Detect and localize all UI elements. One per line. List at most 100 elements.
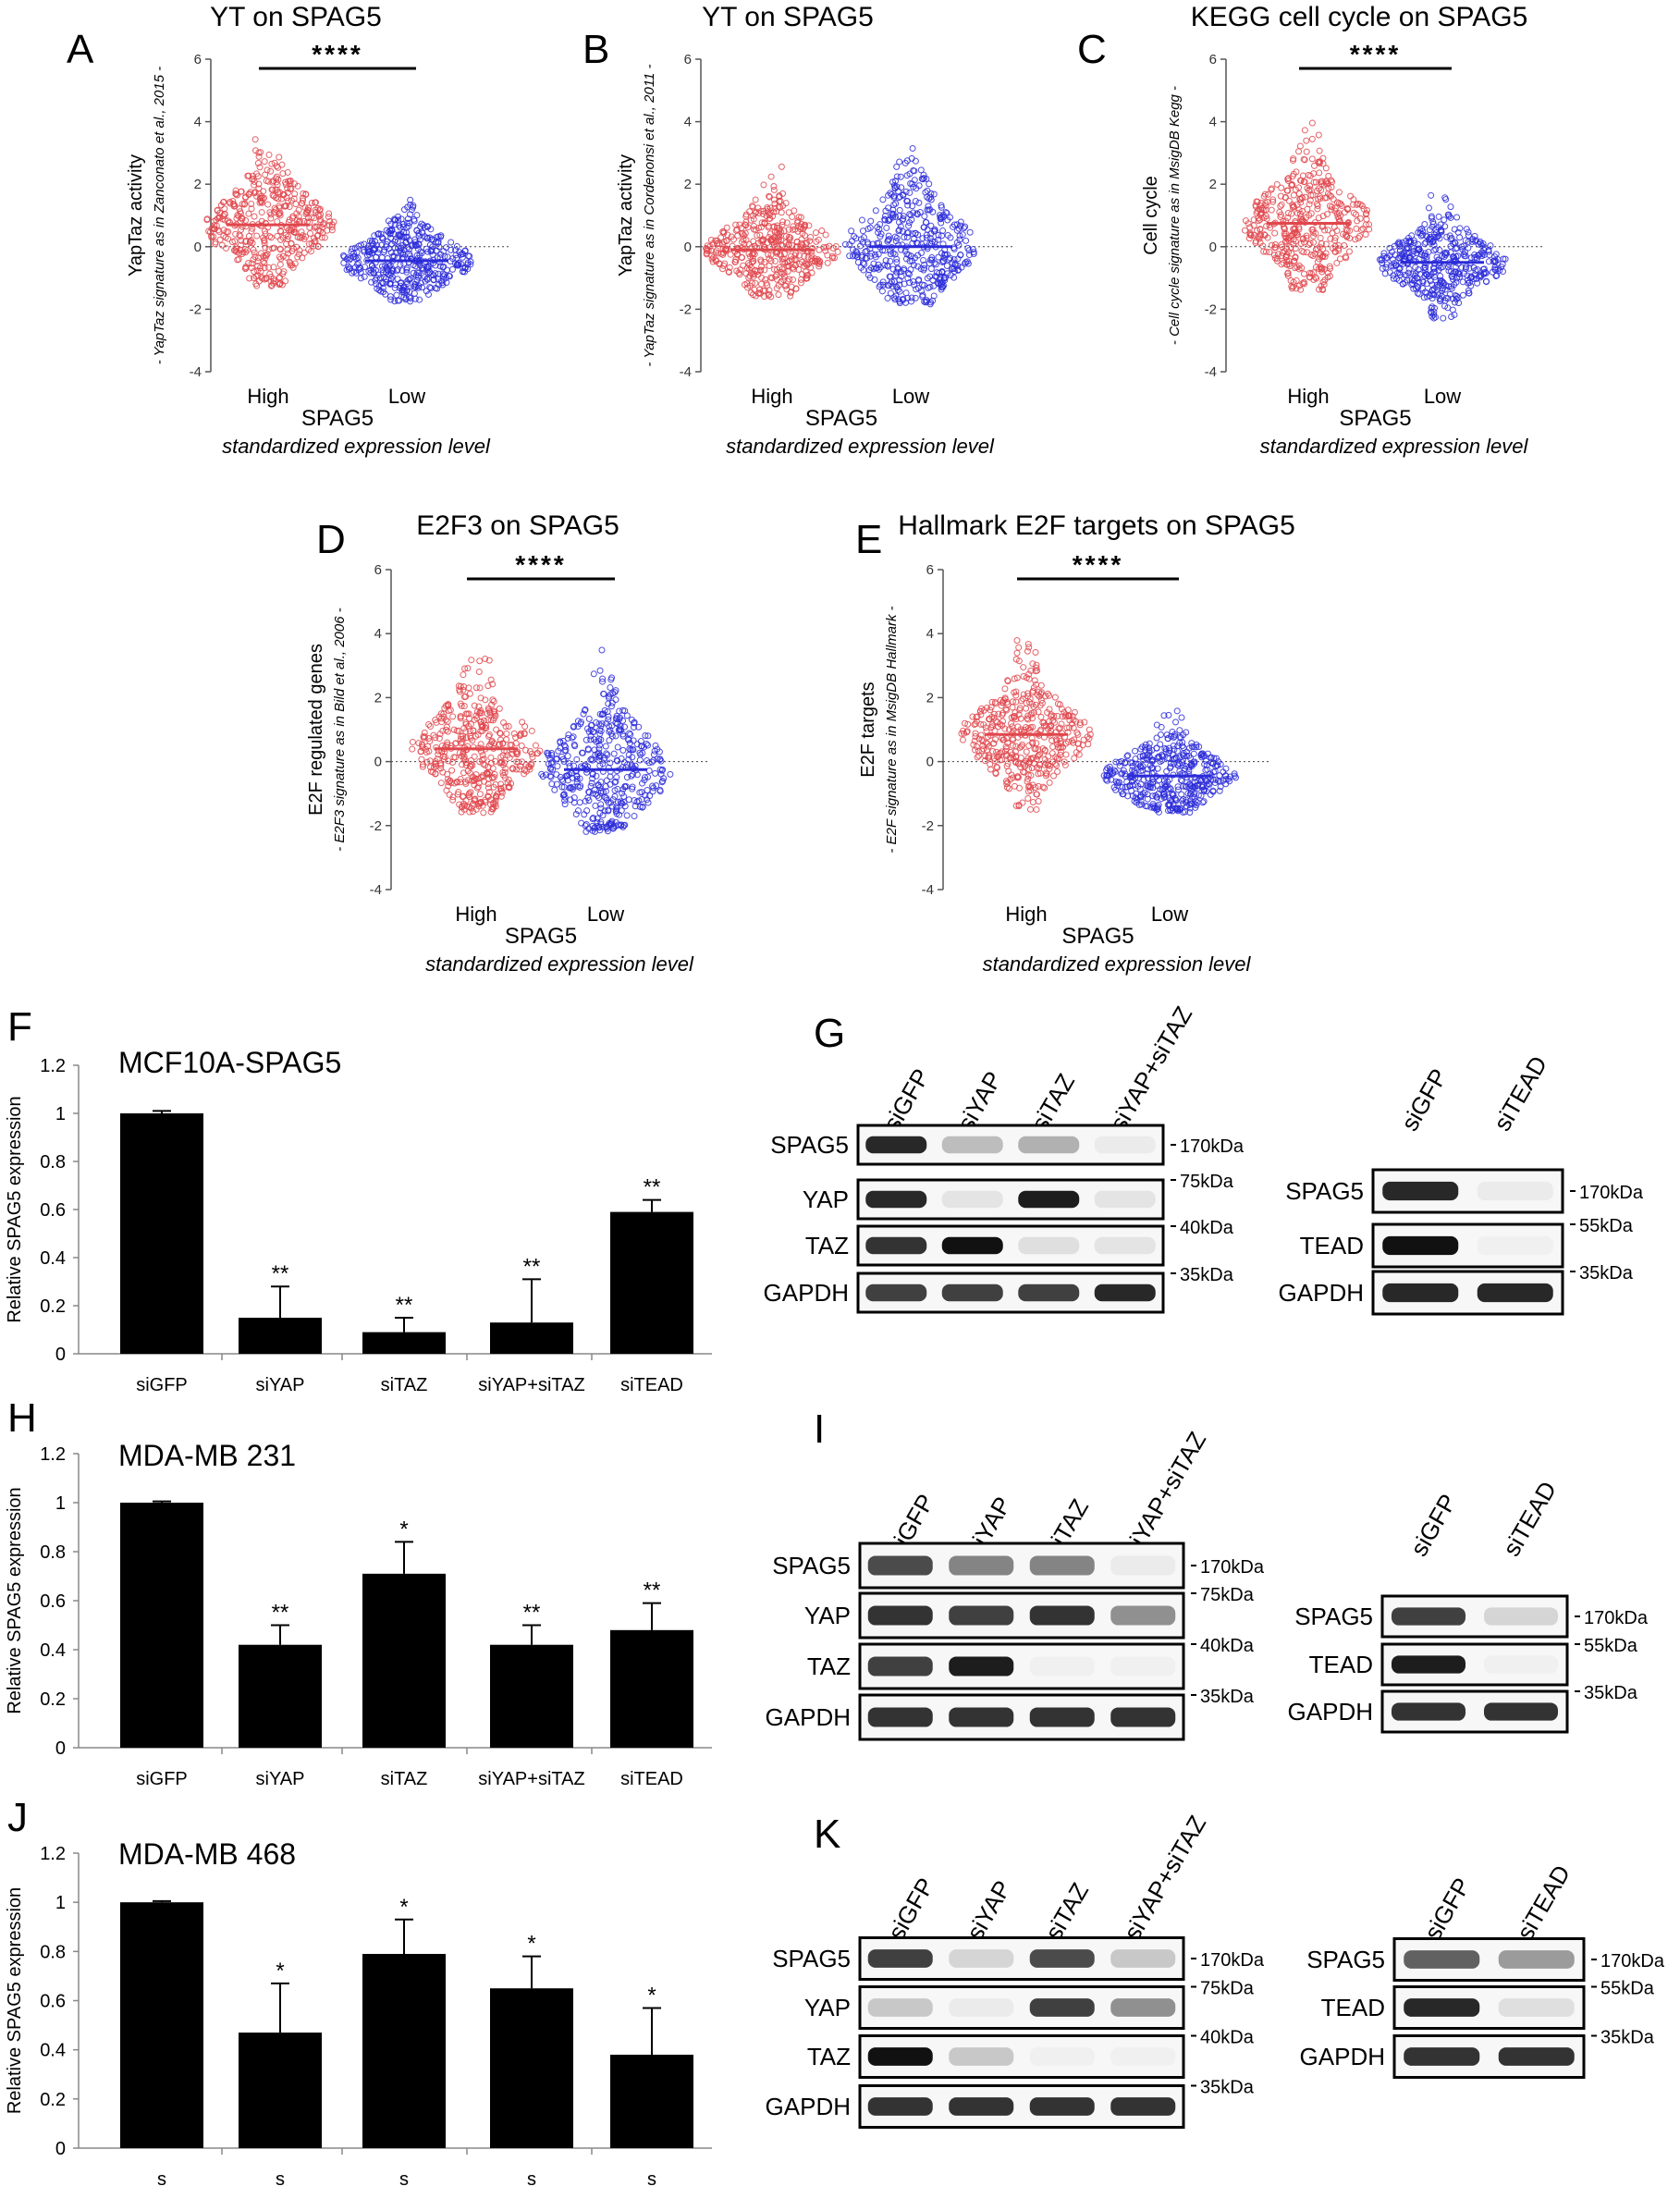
point-high [758,263,766,270]
bar [120,1113,203,1354]
point-low [667,770,674,778]
point-high [445,779,452,786]
point-low [426,234,434,241]
mw-marker: 35kDa [1584,1683,1638,1703]
point-low [1396,264,1404,272]
point-low [926,301,934,308]
point-high [1250,222,1257,229]
point-low [1153,734,1160,742]
point-high [536,747,544,755]
point-high [1366,221,1373,228]
point-low [1447,242,1454,250]
point-high [472,732,480,740]
point-high [497,785,505,792]
point-low [938,250,945,257]
point-high [1035,798,1042,805]
y-tick-label: 4 [1209,115,1217,130]
point-low [906,211,914,218]
point-low [635,723,643,731]
point-high [1277,211,1284,218]
point-low [606,728,613,735]
lane-label: siTEAD [1511,1861,1576,1945]
point-low [910,262,917,269]
point-low [1412,270,1419,277]
point-low [884,282,891,289]
point-high [480,755,487,763]
point-low [919,291,926,299]
point-low [961,260,968,267]
point-low [917,265,925,273]
point-high [765,251,772,258]
panel-letter: F [7,1004,32,1050]
point-low [892,200,900,207]
point-low [886,236,893,243]
point-low [411,289,418,297]
point-high [1292,186,1299,193]
point-high [446,791,453,798]
point-low [892,283,900,290]
point-low [361,273,368,280]
point-high [275,164,282,171]
point-low [1430,241,1438,249]
point-low [385,267,392,275]
point-high [1257,215,1264,223]
point-high [1322,165,1330,172]
blot-band [865,1136,927,1154]
point-high [1352,211,1359,218]
y-tick-label: 6 [926,562,934,578]
point-high [758,274,766,281]
point-high [787,234,794,241]
point-high [1308,119,1316,127]
point-high [1267,224,1274,231]
point-low [1429,237,1437,244]
point-high [788,256,795,264]
point-high [276,154,283,161]
point-high [807,234,815,241]
point-low [384,266,391,274]
point-high [443,723,450,731]
point-low [1467,282,1475,289]
point-high [419,763,426,770]
y-axis-label: Relative SPAG5 expression [5,1096,25,1322]
point-high [752,279,759,287]
point-low [1429,268,1437,276]
point-high [466,803,473,810]
point-low [908,294,915,301]
point-high [245,172,252,179]
point-low [603,750,610,757]
point-low [940,275,948,282]
y-tick-label: 4 [926,626,934,642]
point-low [956,232,963,240]
point-high [462,780,470,788]
point-low [939,283,947,290]
point-high [491,708,498,716]
chart-title: YT on SPAG5 [210,2,382,32]
point-low [931,239,938,246]
point-high [1314,245,1321,252]
point-high [1024,795,1032,803]
point-low [595,754,603,761]
point-high [409,745,416,753]
point-high [1341,209,1348,216]
point-low [570,723,577,731]
point-high [232,244,239,252]
point-low [1390,275,1397,282]
point-high [526,763,533,770]
point-low [902,289,910,297]
significance-stars: **** [1073,550,1124,579]
point-low [460,268,467,276]
point-low [595,742,603,749]
point-low [1146,740,1153,747]
blot-row-label: YAP [803,1185,849,1213]
point-high [815,257,823,264]
point-high [794,219,802,227]
point-high [301,204,309,212]
point-low [1448,273,1455,280]
point-high [1318,187,1325,194]
point-low [413,212,421,219]
point-low [653,782,660,790]
blot-band [1110,2097,1176,2116]
point-high [267,234,275,241]
point-low [402,296,410,303]
